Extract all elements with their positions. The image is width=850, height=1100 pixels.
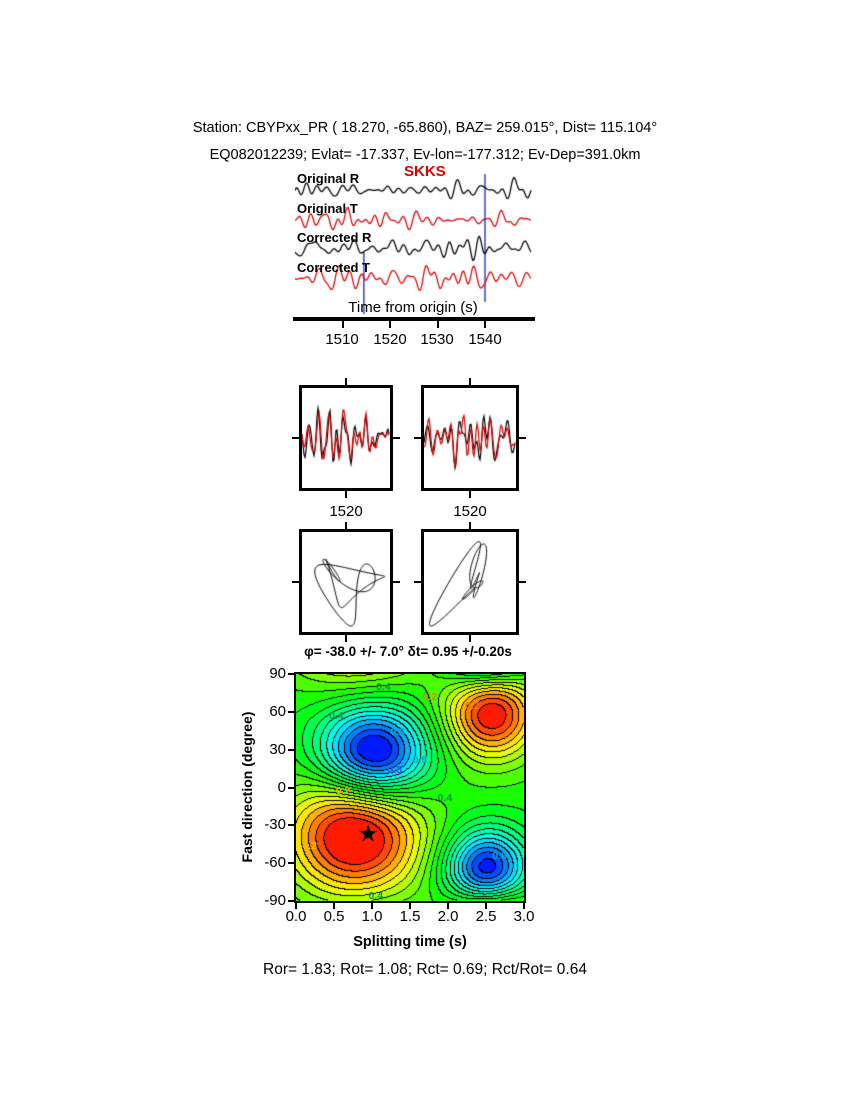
contour-value-label: 0.4 — [368, 889, 384, 902]
contour-value-label: 0.6 — [412, 753, 428, 766]
particle-motion-left-canvas — [302, 532, 390, 632]
zoom-window-right-box — [421, 385, 519, 491]
contour-title: φ= -38.0 +/- 7.0° δt= 0.95 +/-0.20s — [304, 644, 512, 659]
contour-xtick-label: 2.0 — [437, 908, 459, 925]
frame-tick — [469, 635, 471, 642]
header-station-line: Station: CBYPxx_PR ( 18.270, -65.860), B… — [192, 120, 658, 136]
contour-value-label: 0.6 — [492, 849, 507, 862]
time-tick-label-1540: 1540 — [468, 331, 502, 348]
results-line: Ror= 1.83; Rot= 1.08; Rct= 0.69; Rct/Rot… — [263, 961, 587, 978]
contour-xtick — [333, 903, 335, 909]
contour-ytick — [288, 900, 294, 902]
contour-ytick-label: 90 — [269, 665, 286, 682]
time-tick-label-1530: 1530 — [420, 331, 454, 348]
contour-xlabel: Splitting time (s) — [353, 934, 467, 950]
contour-ytick — [288, 786, 294, 789]
contour-ytick — [288, 824, 294, 827]
frame-tick — [469, 378, 471, 385]
frame-tick — [393, 581, 400, 583]
particle-motion-right-canvas — [424, 532, 516, 632]
time-axis-tick — [389, 321, 391, 328]
contour-ytick-label: -90 — [264, 892, 286, 909]
contour-ytick — [288, 748, 294, 751]
time-tick-label-1510: 1510 — [325, 331, 359, 348]
contour-value-label: 0.2 — [335, 785, 351, 798]
contour-xtick-label: 1.5 — [399, 908, 421, 925]
contour-ytick-label: 0 — [277, 778, 286, 796]
contour-value-label: 0.2 — [302, 839, 317, 852]
contour-value-label: 0.6 — [390, 726, 406, 738]
contour-xtick-label: 1.0 — [361, 908, 383, 925]
contour-ytick-label: 60 — [269, 702, 286, 720]
time-axis-tick — [341, 321, 344, 328]
zoom-window-left-box — [299, 385, 393, 491]
contour-xtick — [371, 903, 373, 909]
time-tick-label-1520: 1520 — [373, 331, 407, 348]
contour-value-label: 0.4 — [437, 791, 453, 804]
frame-tick — [345, 378, 347, 385]
contour-value-label: 0.8 — [387, 763, 403, 776]
time-axis-tick — [436, 321, 439, 328]
contour-xtick — [523, 903, 525, 909]
contour-xtick — [295, 903, 297, 909]
trace-label-corrected-r: Corrected R — [297, 230, 372, 245]
particle-motion-left-box — [299, 529, 393, 635]
header-event-line: EQ082012239; Evlat= -17.337, Ev-lon=-177… — [209, 147, 641, 163]
frame-tick — [414, 581, 421, 583]
zoom-right-tick-label: 1520 — [453, 503, 487, 520]
contour-xtick — [485, 903, 487, 909]
frame-tick — [519, 437, 526, 439]
contour-xtick-label: 3.0 — [513, 908, 535, 925]
contour-ytick-label: -30 — [264, 816, 286, 834]
time-axis-line — [293, 317, 535, 321]
contour-canvas — [296, 674, 524, 901]
frame-tick — [393, 437, 400, 439]
contour-ytick — [288, 673, 294, 675]
seismogram-traces-canvas — [295, 168, 532, 316]
contour-ytick — [288, 862, 294, 865]
trace-label-original-t: Original T — [297, 201, 358, 216]
zoom-window-right-canvas — [424, 388, 516, 488]
contour-xtick-label: 0.0 — [285, 908, 307, 925]
frame-tick — [345, 635, 347, 642]
frame-tick — [292, 437, 299, 439]
trace-label-corrected-t: Corrected T — [297, 260, 370, 275]
trace-label-original-r: Original R — [297, 171, 360, 186]
contour-ytick-label: -60 — [264, 854, 286, 872]
frame-tick — [519, 581, 526, 583]
contour-value-label: 0.4 — [376, 680, 391, 693]
contour-xtick — [447, 903, 449, 909]
zoom-left-tick-label: 1520 — [329, 503, 363, 520]
contour-value-label: 0.2 — [465, 699, 480, 712]
frame-tick — [345, 491, 347, 498]
contour-xtick-label: 0.5 — [323, 908, 345, 925]
frame-tick — [469, 522, 471, 529]
frame-tick — [414, 437, 421, 439]
contour-ytick-label: 30 — [269, 740, 286, 758]
particle-motion-right-box — [421, 529, 519, 635]
best-solution-star: ★ — [357, 820, 379, 848]
contour-xtick-label: 2.5 — [475, 908, 497, 925]
contour-value-label: 0.2 — [422, 690, 438, 703]
contour-xtick — [409, 903, 411, 909]
time-axis-title: Time from origin (s) — [348, 299, 478, 316]
frame-tick — [469, 491, 471, 498]
time-axis-tick — [484, 321, 486, 328]
phase-label: SKKS — [404, 163, 446, 180]
contour-value-label: 0.4 — [328, 709, 344, 722]
zoom-window-left-canvas — [302, 388, 390, 488]
frame-tick — [292, 581, 299, 583]
frame-tick — [345, 522, 347, 529]
contour-ytick — [288, 710, 294, 713]
